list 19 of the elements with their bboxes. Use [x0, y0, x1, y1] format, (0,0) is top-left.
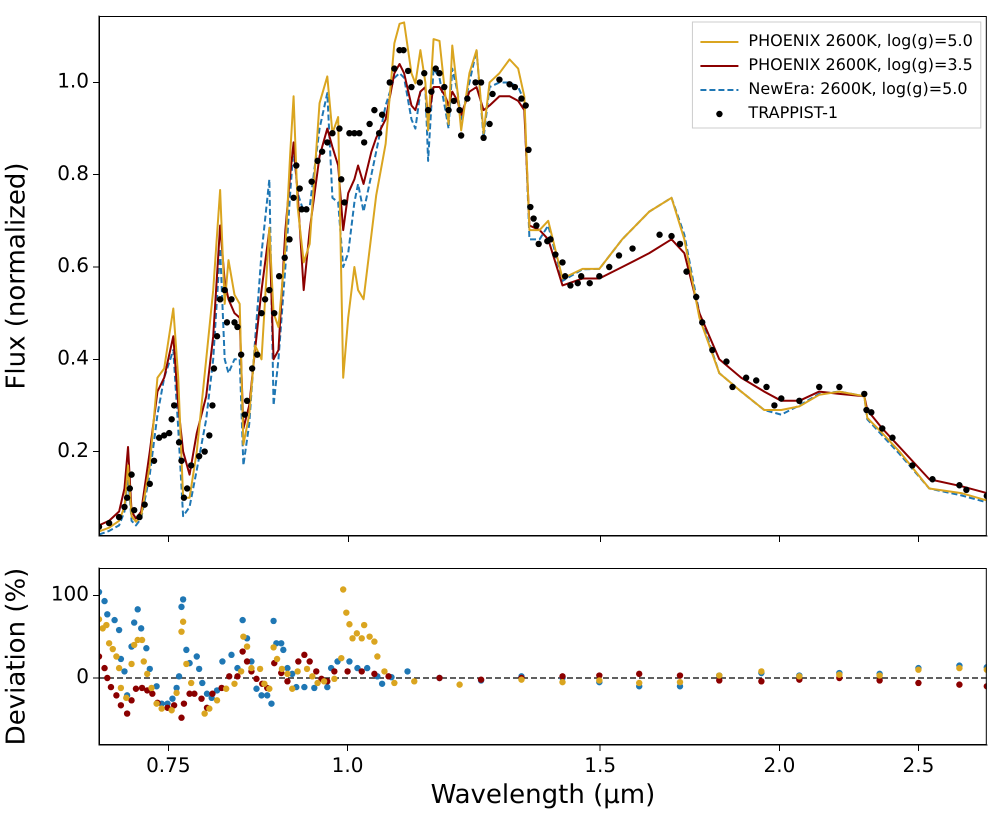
- y-tick-label: 0: [76, 664, 89, 688]
- x-axis-title: Wavelength (μm): [430, 780, 656, 810]
- legend-label: TRAPPIST-1: [747, 103, 838, 122]
- x-tick-label: 1.5: [584, 753, 616, 778]
- legend-label: NewEra: 2600K, log(g)=5.0: [748, 79, 968, 98]
- x-tick-label: 2.5: [902, 753, 934, 778]
- y-tick-label: 0.2: [57, 438, 89, 462]
- x-tick-label: 1.0: [332, 753, 364, 778]
- y-tick-label: 1.0: [57, 68, 89, 93]
- y-axis-title: Deviation (%): [1, 568, 32, 746]
- y-tick-label: 0.4: [57, 345, 89, 370]
- x-tick-label: 2.0: [764, 753, 796, 778]
- y-tick-label: 100: [50, 581, 89, 606]
- x-tick-label: 0.75: [146, 753, 191, 778]
- legend-label: PHOENIX 2600K, log(g)=5.0: [748, 31, 973, 50]
- y-axis-title: Flux (normalized): [1, 162, 32, 390]
- y-tick-label: 0.6: [57, 253, 89, 278]
- y-tick-label: 0.8: [57, 160, 89, 185]
- legend-label: PHOENIX 2600K, log(g)=3.5: [748, 55, 973, 74]
